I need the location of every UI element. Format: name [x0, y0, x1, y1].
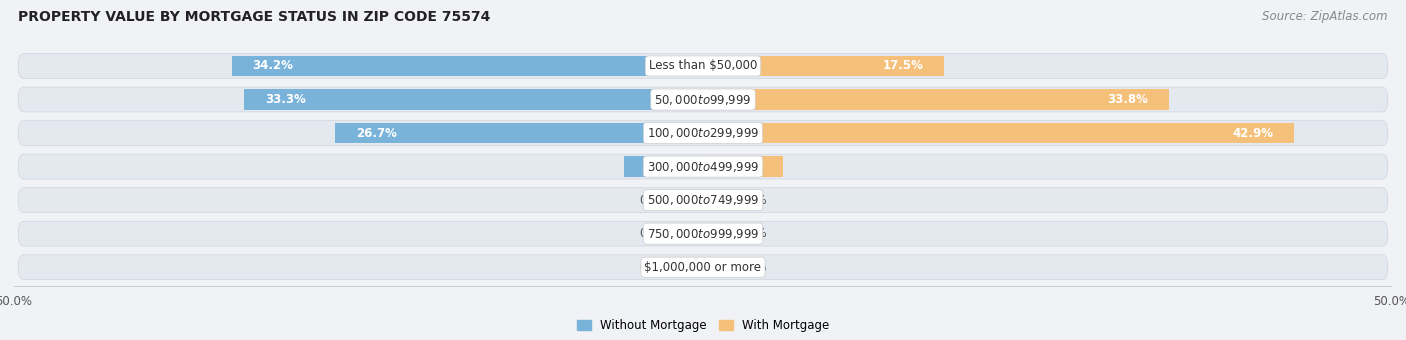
Text: 26.7%: 26.7% — [356, 126, 396, 139]
Bar — [703, 56, 945, 76]
Text: 0.0%: 0.0% — [638, 261, 669, 274]
Text: $1,000,000 or more: $1,000,000 or more — [644, 261, 762, 274]
Text: 17.5%: 17.5% — [883, 59, 924, 72]
Text: 33.3%: 33.3% — [264, 93, 305, 106]
Bar — [232, 56, 703, 76]
Bar — [703, 89, 1168, 110]
FancyBboxPatch shape — [18, 255, 1388, 279]
Text: 33.8%: 33.8% — [1107, 93, 1149, 106]
Text: Less than $50,000: Less than $50,000 — [648, 59, 758, 72]
Text: $50,000 to $99,999: $50,000 to $99,999 — [654, 92, 752, 106]
Text: 0.0%: 0.0% — [738, 227, 768, 240]
Bar — [703, 123, 1294, 143]
Text: Source: ZipAtlas.com: Source: ZipAtlas.com — [1263, 10, 1388, 23]
Text: $500,000 to $749,999: $500,000 to $749,999 — [647, 193, 759, 207]
Text: $100,000 to $299,999: $100,000 to $299,999 — [647, 126, 759, 140]
Legend: Without Mortgage, With Mortgage: Without Mortgage, With Mortgage — [572, 314, 834, 337]
FancyBboxPatch shape — [18, 54, 1388, 79]
FancyBboxPatch shape — [18, 188, 1388, 212]
Text: 5.8%: 5.8% — [730, 160, 762, 173]
Text: 34.2%: 34.2% — [253, 59, 294, 72]
Bar — [703, 156, 783, 177]
Text: $750,000 to $999,999: $750,000 to $999,999 — [647, 227, 759, 241]
Bar — [624, 156, 703, 177]
Text: $300,000 to $499,999: $300,000 to $499,999 — [647, 159, 759, 174]
FancyBboxPatch shape — [18, 87, 1388, 112]
Text: 0.0%: 0.0% — [638, 194, 669, 207]
FancyBboxPatch shape — [18, 154, 1388, 179]
Bar — [335, 123, 703, 143]
Text: 0.0%: 0.0% — [738, 261, 768, 274]
Text: 5.7%: 5.7% — [645, 160, 678, 173]
Bar — [245, 89, 703, 110]
Text: 0.0%: 0.0% — [638, 227, 669, 240]
FancyBboxPatch shape — [18, 121, 1388, 146]
Text: PROPERTY VALUE BY MORTGAGE STATUS IN ZIP CODE 75574: PROPERTY VALUE BY MORTGAGE STATUS IN ZIP… — [18, 10, 491, 24]
FancyBboxPatch shape — [18, 221, 1388, 246]
Text: 0.0%: 0.0% — [738, 194, 768, 207]
Text: 42.9%: 42.9% — [1233, 126, 1274, 139]
